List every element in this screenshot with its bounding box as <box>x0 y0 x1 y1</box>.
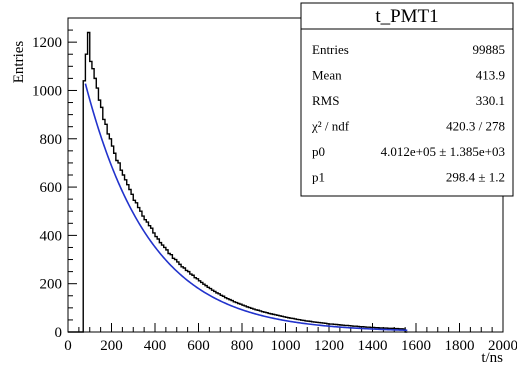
y-axis-title: Entries <box>11 41 27 84</box>
stats-row-value: 330.1 <box>476 93 505 108</box>
y-tick-label: 1200 <box>32 35 62 51</box>
y-tick-label: 1000 <box>32 83 62 99</box>
stats-row-label: RMS <box>312 93 339 108</box>
stats-row-label: p1 <box>312 170 325 185</box>
x-tick-label: 600 <box>187 338 210 354</box>
x-tick-label: 1000 <box>271 338 301 354</box>
x-tick-label: 1200 <box>314 338 344 354</box>
x-axis-title: t/ns <box>481 350 503 366</box>
stats-row-label: χ² / ndf <box>311 119 350 134</box>
series-layer <box>68 31 408 333</box>
fit-curve <box>84 83 408 332</box>
y-tick-label: 400 <box>40 228 63 244</box>
x-tick-label: 2000 <box>488 338 517 354</box>
stats-row-value: 298.4 ± 1.2 <box>446 170 505 185</box>
y-tick-label: 600 <box>40 180 63 196</box>
stats-box-title: t_PMT1 <box>375 6 438 27</box>
x-tick-label: 800 <box>231 338 254 354</box>
stats-row-label: Entries <box>312 42 349 57</box>
x-tick-label: 200 <box>100 338 123 354</box>
y-tick-label: 200 <box>40 277 63 293</box>
x-tick-label: 0 <box>64 338 72 354</box>
x-tick-label: 1600 <box>401 338 431 354</box>
stats-row-value: 4.012e+05 ± 1.385e+03 <box>381 144 505 159</box>
x-tick-label: 1800 <box>445 338 475 354</box>
stats-row-value: 413.9 <box>476 68 505 83</box>
x-tick-label: 1400 <box>358 338 388 354</box>
histogram-line <box>68 31 408 333</box>
stats-row-label: Mean <box>312 68 342 83</box>
x-tick-label: 400 <box>144 338 167 354</box>
y-tick-label: 0 <box>55 325 63 341</box>
y-tick-label: 800 <box>40 132 63 148</box>
stats-row-value: 99885 <box>473 42 506 57</box>
x-axis: 0 200 400 600 800 1000 1200 1400 1600 1800 2000 <box>64 323 517 354</box>
stats-row-value: 420.3 / 278 <box>446 119 505 134</box>
stats-rows: Entries 99885 Mean 413.9 RMS 330.1 χ² / ndf 420… <box>311 42 505 185</box>
y-axis: 0 200 400 600 800 1000 1200 <box>32 17 77 341</box>
stats-box: t_PMT1 Entries 99885 Mean 413.9 RMS 330.1 χ² /… <box>300 2 514 197</box>
stats-box-frame <box>300 2 514 197</box>
stats-row-label: p0 <box>312 144 325 159</box>
